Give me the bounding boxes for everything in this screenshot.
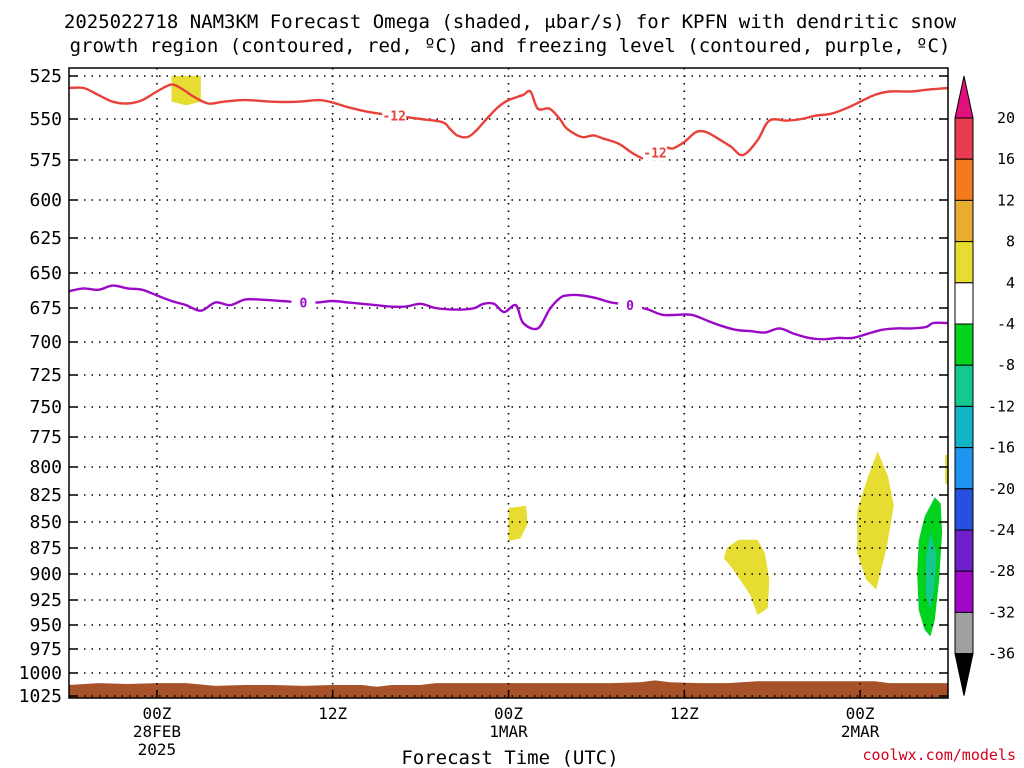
y-tick-label: 775 xyxy=(29,427,62,448)
omega-region xyxy=(926,532,937,610)
y-tick-label: 700 xyxy=(29,332,62,353)
colorbar-label: -36 xyxy=(988,645,1015,663)
y-tick-label: 725 xyxy=(29,365,62,386)
x-tick-label: 28FEB xyxy=(133,722,181,741)
x-tick-label: 2025 xyxy=(138,740,177,759)
y-tick-label: 575 xyxy=(29,150,62,171)
colorbar-swatch xyxy=(954,364,974,407)
omega-shading xyxy=(171,76,948,637)
contour-line xyxy=(68,284,949,341)
colorbar-label: 4 xyxy=(1006,274,1015,292)
colorbar-swatch xyxy=(954,570,974,613)
y-tick-label: 675 xyxy=(29,298,62,319)
chart-title: 2025022718 NAM3KM Forecast Omega (shaded… xyxy=(64,11,957,57)
terrain-surface xyxy=(69,680,948,698)
colorbar-swatch xyxy=(954,323,974,366)
colorbar-label: -16 xyxy=(988,439,1015,457)
contour-lines: -12 -12 0 0 xyxy=(68,83,949,341)
colorbar-swatch xyxy=(954,447,974,490)
colorbar: 20 16 12 8 4 -4 -8 -12 -16 -20 -24 -28 -32 -36 xyxy=(954,75,1015,696)
contour-label-bg xyxy=(291,294,316,311)
contour-label: -12 xyxy=(643,147,666,162)
y-tick-label: 750 xyxy=(29,397,62,418)
contour-label-bg xyxy=(618,297,643,314)
y-tick-label: 850 xyxy=(29,512,62,533)
colorbar-label: 16 xyxy=(997,150,1015,168)
contour-label-bg xyxy=(643,144,667,161)
colorbar-label: 20 xyxy=(997,109,1015,127)
y-tick-label: 950 xyxy=(29,615,62,636)
x-tick-label: 12Z xyxy=(670,704,699,723)
y-tick-label: 550 xyxy=(29,109,62,130)
y-tick-label: 925 xyxy=(29,590,62,611)
grid-lines xyxy=(69,68,948,698)
omega-region xyxy=(508,505,528,541)
colorbar-swatch xyxy=(954,405,974,449)
contour-label: 0 xyxy=(299,296,307,311)
x-tick-label: 00Z xyxy=(846,704,875,723)
x-tick-label: 00Z xyxy=(494,704,523,723)
y-tick-label: 975 xyxy=(29,639,62,660)
x-tick-label: 12Z xyxy=(318,704,347,723)
colorbar-label: -28 xyxy=(988,562,1015,580)
contour-line xyxy=(68,83,949,160)
y-tick-label: 825 xyxy=(29,485,62,506)
contour-label: -12 xyxy=(382,110,405,125)
colorbar-swatch xyxy=(954,199,974,243)
y-tick-label: 600 xyxy=(29,190,62,211)
colorbar-swatch xyxy=(954,117,974,160)
colorbar-swatch xyxy=(954,488,974,531)
colorbar-swatch xyxy=(954,241,974,284)
y-tick-label: 525 xyxy=(29,66,62,87)
colorbar-swatch xyxy=(954,611,974,655)
y-tick-label: 650 xyxy=(29,263,62,284)
colorbar-label: -24 xyxy=(988,521,1015,539)
colorbar-cap-top xyxy=(954,75,974,119)
colorbar-label: -20 xyxy=(988,480,1015,498)
chart-title-line2: growth region (contoured, red, ºC) and f… xyxy=(70,35,951,57)
colorbar-label: -8 xyxy=(997,356,1015,374)
colorbar-label: -4 xyxy=(997,315,1015,333)
y-tick-label: 1025 xyxy=(19,686,62,707)
colorbar-label: 8 xyxy=(1006,233,1015,251)
y-tick-label: 800 xyxy=(29,457,62,478)
contour-label: 0 xyxy=(626,299,634,314)
x-tick-label: 1MAR xyxy=(489,722,528,741)
colorbar-swatch xyxy=(954,282,974,325)
y-axis: 525 550 575 600 625 650 675 700 725 750 775 800 825 8… xyxy=(19,66,948,707)
x-tick-label: 00Z xyxy=(142,704,171,723)
y-tick-label: 1000 xyxy=(19,663,62,684)
terrain-layer xyxy=(69,680,948,698)
chart-title-line1: 2025022718 NAM3KM Forecast Omega (shaded… xyxy=(64,11,957,33)
omega-region xyxy=(723,539,770,615)
colorbar-label: -32 xyxy=(988,603,1015,621)
y-tick-label: 875 xyxy=(29,538,62,559)
y-tick-label: 900 xyxy=(29,564,62,585)
colorbar-cap-bottom xyxy=(954,653,974,696)
colorbar-swatch xyxy=(954,529,974,572)
colorbar-swatch xyxy=(954,158,974,201)
x-tick-label: 2MAR xyxy=(841,722,880,741)
credit-text: coolwx.com/models xyxy=(862,746,1016,764)
colorbar-label: 12 xyxy=(997,191,1015,209)
contour-label-bg xyxy=(382,107,407,124)
y-tick-label: 625 xyxy=(29,228,62,249)
x-axis-label: Forecast Time (UTC) xyxy=(401,747,618,768)
colorbar-label: -12 xyxy=(988,397,1015,415)
omega-region xyxy=(857,451,894,590)
